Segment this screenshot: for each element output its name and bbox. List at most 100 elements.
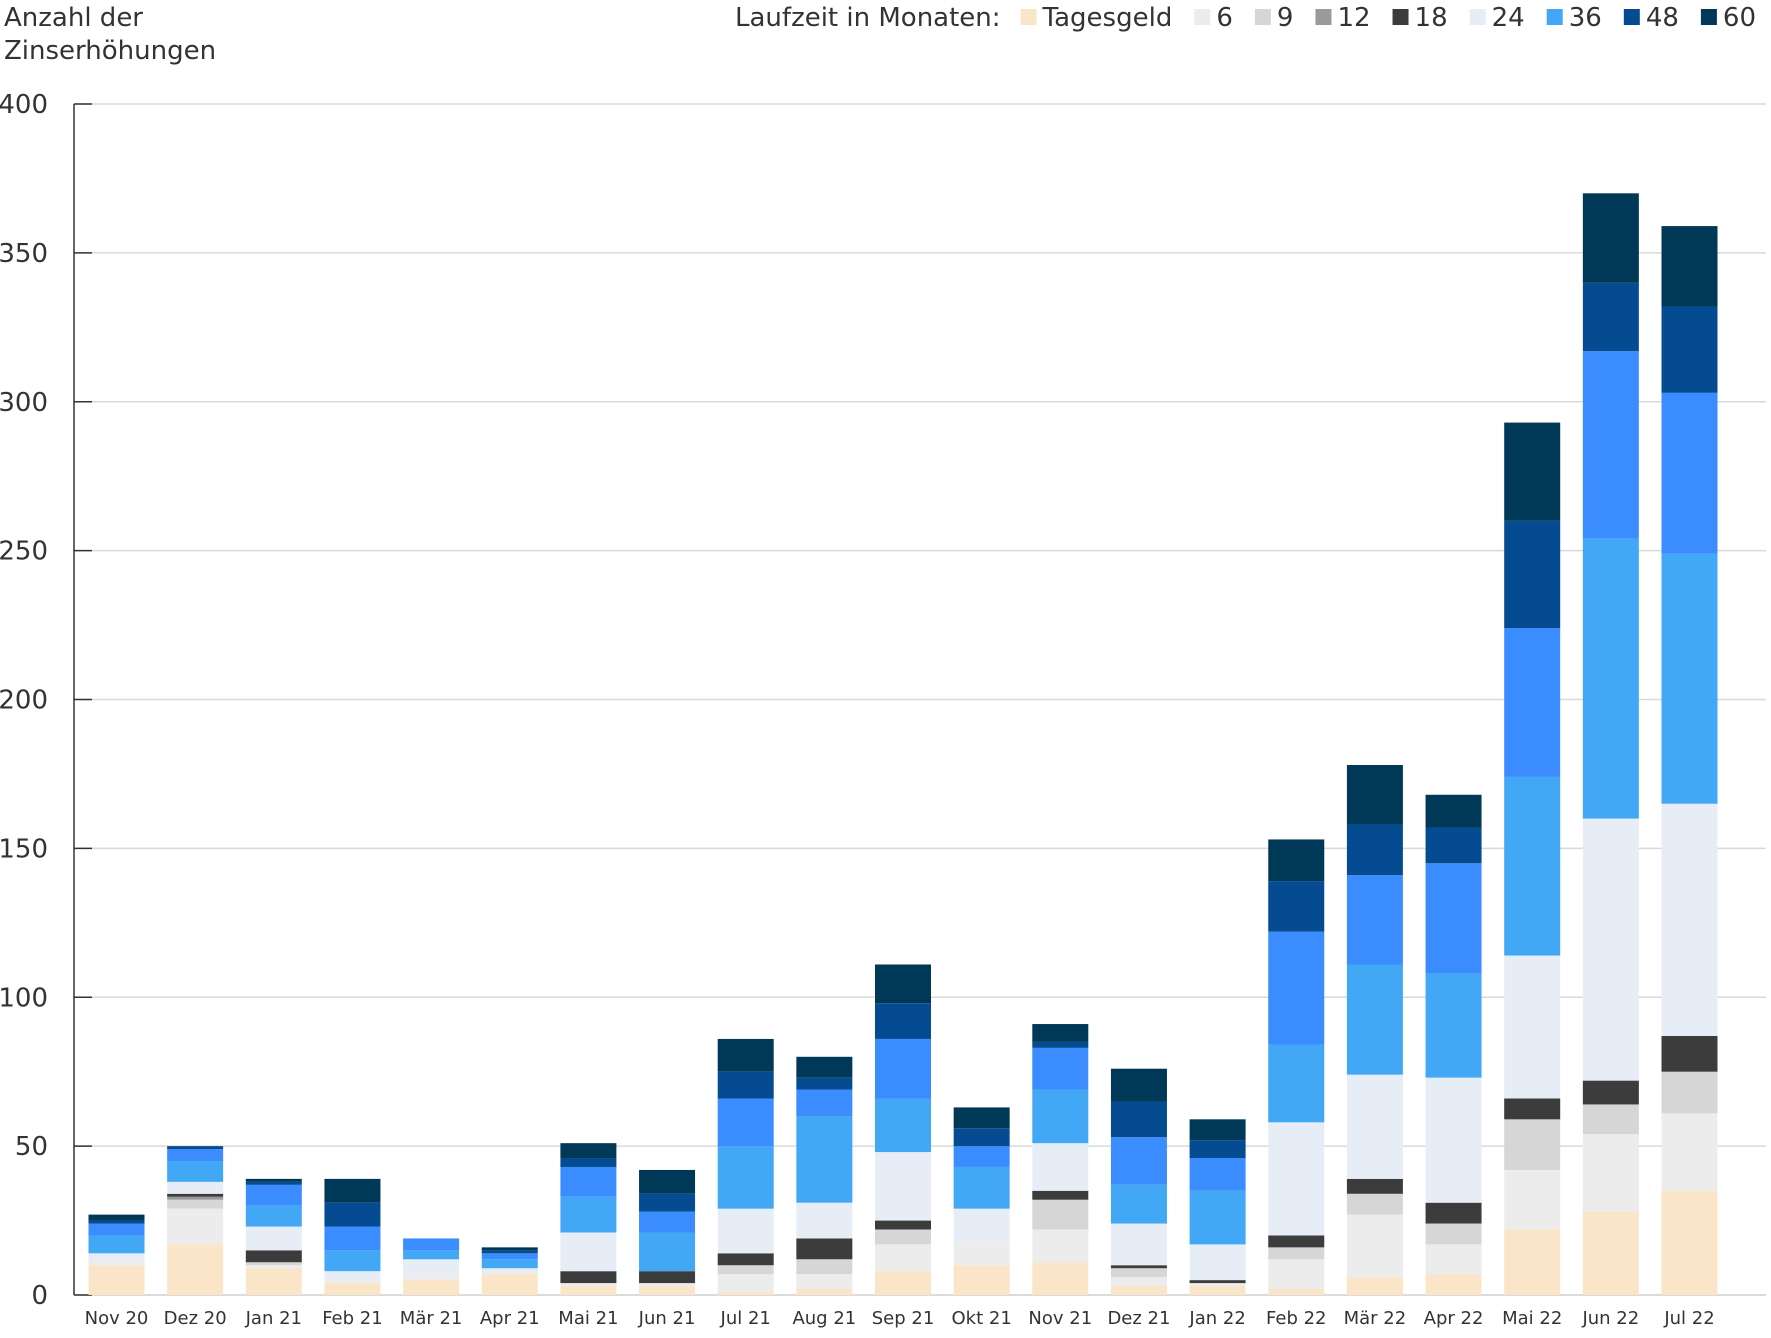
y-tick-label: 50 — [15, 1132, 48, 1162]
bar-segment — [796, 1202, 853, 1239]
bar-segment — [1189, 1158, 1246, 1191]
bar-segment — [953, 1166, 1010, 1209]
x-tick-label: Dez 20 — [164, 1308, 227, 1329]
x-tick-label: Nov 20 — [85, 1308, 149, 1329]
y-tick-label: 100 — [0, 983, 48, 1013]
bar-segment — [1582, 1134, 1639, 1212]
bar-segment — [1425, 1274, 1482, 1295]
y-tick-label: 400 — [0, 90, 48, 120]
bar-segment — [1661, 1190, 1718, 1295]
bar-segment — [1346, 964, 1403, 1075]
bar-segment — [1032, 1262, 1089, 1295]
bar-segment — [1189, 1190, 1246, 1245]
bar-segment — [1268, 1044, 1325, 1123]
bar-segment — [245, 1226, 302, 1251]
bar-segment — [1582, 538, 1639, 819]
bar-segment — [1268, 1122, 1325, 1236]
bar-segment — [1346, 765, 1403, 825]
bar-segment — [245, 1181, 302, 1185]
legend-swatch — [1194, 9, 1211, 25]
bar-segment — [639, 1169, 696, 1194]
bar-segment — [717, 1208, 774, 1254]
bar-segment — [1582, 193, 1639, 283]
y-tick-label: 150 — [0, 834, 48, 864]
bar-segment — [1425, 1244, 1482, 1275]
bar-segment — [245, 1184, 302, 1206]
bar-segment — [1110, 1265, 1167, 1269]
bar-segment — [88, 1214, 145, 1221]
bar-segment — [639, 1232, 696, 1272]
bar-segment — [324, 1271, 381, 1281]
bar-segment — [481, 1250, 538, 1254]
bar-segment — [1504, 628, 1561, 777]
bar-segment — [717, 1274, 774, 1293]
bar-segment — [560, 1232, 617, 1272]
bar-segment — [1110, 1223, 1167, 1266]
bar-segment — [324, 1202, 381, 1227]
legend-label: Tagesgeld — [1042, 3, 1173, 33]
y-axis-title: Anzahl der Zinserhöhungen — [4, 3, 216, 66]
legend-swatch — [1623, 9, 1640, 25]
bar-segment — [1032, 1024, 1089, 1042]
bar-segment — [875, 1220, 931, 1230]
bar-segment — [796, 1089, 853, 1117]
bar-segment — [1268, 881, 1325, 932]
bar-segment — [481, 1253, 538, 1260]
bar-segment — [167, 1161, 224, 1182]
bar-segment — [560, 1158, 617, 1167]
bar-segment — [560, 1283, 617, 1287]
bar-segment — [717, 1253, 774, 1266]
bar-segment — [1110, 1184, 1167, 1224]
x-tick-label: Feb 22 — [1266, 1308, 1327, 1329]
bar-segment — [953, 1146, 1010, 1167]
bar-segment — [639, 1286, 696, 1295]
x-tick-label: Nov 21 — [1028, 1308, 1092, 1329]
legend-label: 12 — [1337, 3, 1370, 33]
bar-segment — [560, 1286, 617, 1295]
bar-segment — [1110, 1268, 1167, 1278]
bar-segment — [1661, 1035, 1718, 1072]
bar-segment — [403, 1238, 460, 1251]
bar-segment — [1110, 1137, 1167, 1185]
bar-segment — [1189, 1280, 1246, 1284]
bar-segment — [1032, 1041, 1089, 1048]
bar-segment — [1504, 1119, 1561, 1170]
bar-segment — [1425, 1077, 1482, 1203]
bar-segment — [403, 1274, 460, 1281]
bar-segment — [1661, 803, 1718, 1036]
bar-segment — [796, 1259, 853, 1275]
bar-segment — [481, 1271, 538, 1275]
x-tick-label: Mär 21 — [400, 1308, 463, 1329]
bar-segment — [1582, 1211, 1639, 1295]
bar-segment — [88, 1265, 145, 1295]
bar-segment — [1189, 1119, 1246, 1141]
bar-segment — [1346, 875, 1403, 965]
bar-segment — [560, 1166, 617, 1197]
legend-swatch — [1700, 9, 1717, 25]
bar-segment — [245, 1268, 302, 1295]
bar-segment — [1582, 1080, 1639, 1105]
y-axis-title-line-2: Zinserhöhungen — [4, 36, 216, 66]
bar-segment — [324, 1250, 381, 1272]
bar-segment — [717, 1038, 774, 1072]
bar-segment — [1346, 1214, 1403, 1278]
bar-segment — [324, 1280, 381, 1284]
bar-segment — [717, 1265, 774, 1275]
bar-segment — [875, 964, 931, 1004]
bar-segment — [1268, 931, 1325, 1045]
bar-segment — [88, 1235, 145, 1254]
bar-segment — [324, 1178, 381, 1203]
bar-segment — [1110, 1068, 1167, 1102]
bar-segment — [481, 1268, 538, 1272]
bar-segment — [1504, 1169, 1561, 1230]
bar-segment — [167, 1208, 224, 1245]
bar-segment — [481, 1259, 538, 1269]
x-tick-label: Jun 21 — [638, 1308, 696, 1329]
bar-segment — [1504, 1098, 1561, 1120]
bar-segment — [1504, 422, 1561, 521]
bar-segment — [1032, 1229, 1089, 1263]
x-tick-label: Okt 21 — [952, 1308, 1012, 1329]
bar-segment — [717, 1292, 774, 1295]
x-tick-label: Feb 21 — [322, 1308, 383, 1329]
bar-segment — [1346, 824, 1403, 876]
